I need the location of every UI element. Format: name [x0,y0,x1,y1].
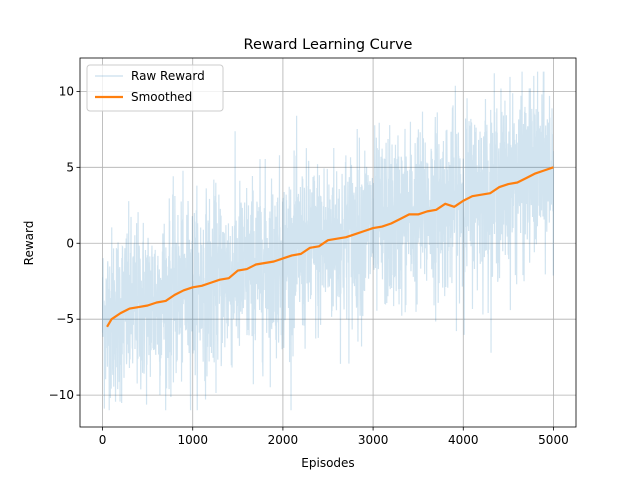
plot-frame [79,57,577,428]
y-tick-label: 10 [59,84,74,98]
smoothed-line [106,166,554,328]
y-axis-ticks: −10 −5 0 5 10 [49,84,80,402]
legend-label-smoothed: Smoothed [131,90,192,104]
legend-box [86,64,224,112]
y-tick-label: 0 [66,236,74,250]
x-tick-label: 4000 [448,433,479,447]
y-tick-label: −10 [49,388,74,402]
raw-reward-line [101,71,555,411]
grid-lines [80,58,576,427]
x-tick-label: 1000 [177,433,208,447]
chart-title: Reward Learning Curve [244,37,413,53]
y-tick-label: −5 [56,312,74,326]
x-tick-label: 0 [99,433,107,447]
smoothed-series [106,166,554,328]
x-axis-ticks: 0 1000 2000 3000 4000 5000 [99,427,569,447]
legend-label-raw-reward: Raw Reward [131,69,205,83]
x-axis-label: Episodes [301,456,354,470]
x-tick-label: 2000 [268,433,299,447]
x-tick-label: 5000 [538,433,569,447]
plot-area [80,58,576,427]
y-tick-label: 5 [66,160,74,174]
raw-reward-series [101,71,555,411]
x-tick-label: 3000 [358,433,389,447]
y-axis-label: Reward [22,221,36,266]
legend: Raw Reward Smoothed [86,64,224,112]
